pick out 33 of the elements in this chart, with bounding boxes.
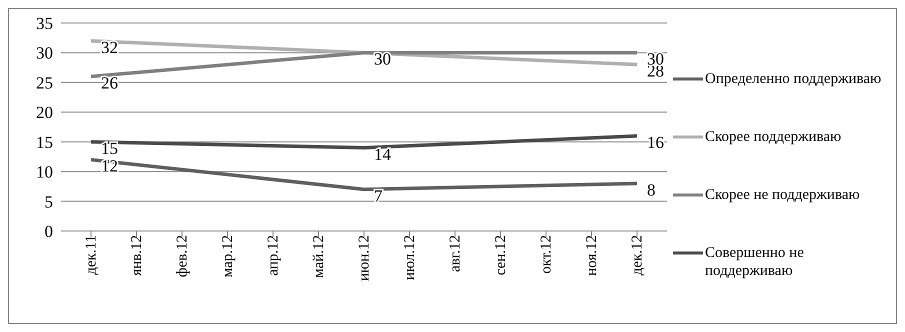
y-tick-label: 10 (36, 162, 53, 182)
x-tick-label: авг.12 (448, 235, 464, 272)
data-label: 32 (101, 38, 118, 57)
legend-label: Определенно поддерживаю (705, 70, 882, 88)
data-label: 15 (101, 138, 118, 158)
x-tick-label: дек.12 (630, 235, 646, 276)
x-tick-label: ноя.12 (584, 235, 600, 276)
y-tick-label: 0 (44, 222, 53, 242)
data-label: 14 (374, 144, 392, 164)
x-tick-label: апр.12 (266, 235, 282, 276)
x-tick-label: окт.12 (538, 235, 555, 274)
x-tick-label: янв.12 (129, 235, 146, 276)
legend-label: Совершенно не поддерживаю (705, 244, 805, 280)
x-tick-label: июн.12 (356, 235, 373, 282)
data-label: 16 (647, 132, 664, 152)
y-tick-label: 20 (36, 103, 53, 122)
x-tick-label: май.12 (311, 235, 328, 278)
y-tick-label: 5 (44, 192, 53, 212)
data-label: 30 (374, 50, 391, 69)
x-tick-label: дек.11 (84, 235, 100, 275)
x-tick-label: фев.12 (174, 235, 191, 278)
y-tick-label: 30 (36, 44, 53, 63)
data-label: 26 (101, 73, 118, 92)
data-label: 8 (647, 180, 656, 200)
x-tick-label: мар.12 (220, 235, 236, 278)
y-tick-label: 35 (36, 14, 53, 34)
legend-label: Скорее поддерживаю (705, 128, 842, 146)
x-tick-label: сен.12 (493, 235, 510, 276)
y-tick-label: 25 (36, 73, 53, 92)
legend-label: Скорее не поддерживаю (705, 186, 860, 204)
y-tick-label: 15 (36, 132, 53, 152)
x-tick-label: июл.12 (402, 235, 418, 280)
data-label: 7 (374, 186, 383, 206)
